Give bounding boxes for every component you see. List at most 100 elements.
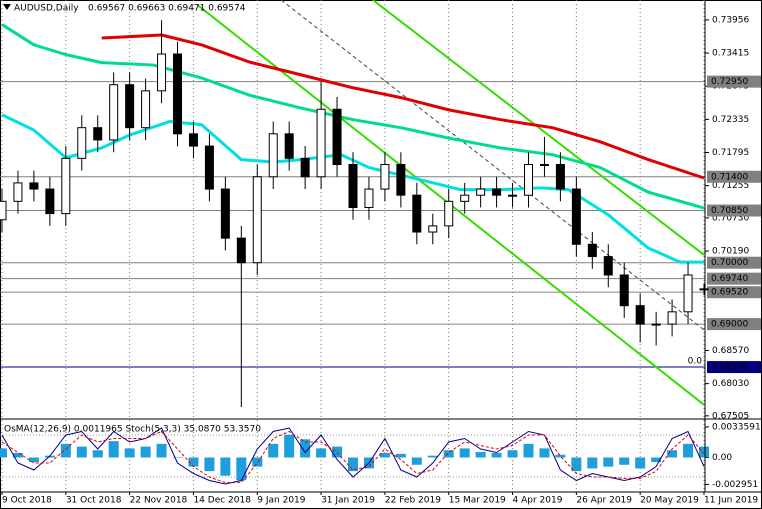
osma-bar <box>587 457 598 469</box>
osma-bar <box>555 454 566 458</box>
x-tick-label: 22 Nov 2018 <box>130 496 188 506</box>
candle-body <box>173 53 182 135</box>
candle-body <box>683 274 693 313</box>
osma-bar <box>0 448 7 458</box>
osma-bar <box>491 452 502 458</box>
candle-body <box>93 127 103 141</box>
x-tick-label: 14 Dec 2018 <box>193 496 251 506</box>
level-label-box <box>707 204 761 217</box>
candle-body <box>157 53 167 92</box>
candle-body <box>268 133 278 178</box>
candle-body <box>587 243 597 258</box>
candle-body <box>220 188 230 239</box>
osma-bar <box>316 448 327 458</box>
candle-body <box>444 200 454 227</box>
level-label: 0.70000 <box>711 258 748 268</box>
moving-average <box>101 33 705 180</box>
y-tick-label: 0.73956 <box>712 15 749 25</box>
candle-body <box>45 188 55 215</box>
osma-bar <box>683 443 694 458</box>
osma-bar <box>172 457 183 459</box>
level-label: 0.71400 <box>711 172 748 182</box>
y-tick-label: 0.67505 <box>712 411 749 421</box>
candle-body <box>619 274 629 307</box>
candle-body <box>236 237 246 264</box>
x-tick-label: 4 Apr 2019 <box>513 496 563 506</box>
y-tick-label: 0.72335 <box>712 115 749 125</box>
x-tick-label: 31 Jan 2019 <box>321 496 375 506</box>
y-tick-label: 0.68030 <box>712 379 749 389</box>
x-tick-label: 9 Jan 2019 <box>257 496 305 506</box>
osma-bar <box>124 448 135 458</box>
indicator-y-tick-label: 0.0033591 <box>712 422 761 432</box>
osma-bar <box>635 457 646 469</box>
candle-body <box>492 188 502 196</box>
candle-body <box>476 188 486 196</box>
osma-bar <box>699 446 709 458</box>
candle-body <box>508 194 518 197</box>
indicator-y-tick-label: 0.00 <box>712 453 732 463</box>
y-tick-label: 0.70190 <box>712 247 749 257</box>
x-tick-label: 11 Jun 2019 <box>704 496 758 506</box>
level-label-box <box>707 286 761 299</box>
candle-body <box>29 182 39 190</box>
chart-title: AUDUSD,Daily <box>14 4 79 14</box>
candle-body <box>0 200 7 221</box>
level-label-box <box>707 272 761 285</box>
x-tick-label: 26 Apr 2019 <box>576 496 632 506</box>
level-label-box <box>707 361 761 374</box>
osma-bar <box>523 443 534 458</box>
level-label-box <box>707 75 761 88</box>
osma-bar <box>92 450 103 458</box>
osma-bar <box>571 457 582 472</box>
osma-bar <box>619 457 630 465</box>
osma-bar <box>539 448 550 458</box>
moving-average <box>1 23 705 210</box>
symbol-icon <box>3 4 11 10</box>
x-tick-label: 31 Oct 2018 <box>66 496 122 506</box>
candle-body <box>77 127 87 159</box>
osma-bar <box>252 457 263 467</box>
candle-body <box>524 163 533 196</box>
osma-bar <box>268 443 279 458</box>
level-label-box <box>707 256 761 269</box>
osma-bar <box>443 450 454 458</box>
candle-body <box>316 108 326 178</box>
osma-bar <box>459 448 470 458</box>
osma-bar <box>411 457 422 465</box>
y-tick-label: 0.71255 <box>712 181 749 191</box>
osma-bar <box>236 457 247 481</box>
osma-bar <box>667 450 678 458</box>
osma-bar <box>332 446 343 458</box>
level-label-box <box>707 170 761 183</box>
candle-body <box>364 188 374 208</box>
candle-body <box>699 288 709 291</box>
candle-body <box>204 145 214 190</box>
osma-bar <box>651 457 662 463</box>
candle-body <box>571 188 581 245</box>
level-label: 0.72950 <box>711 77 748 87</box>
candle-body <box>396 163 406 196</box>
stoch-line <box>1 430 705 484</box>
candle-body <box>460 194 470 202</box>
ohlc-text: 0.69567 0.69663 0.69471 0.69574 <box>88 4 246 14</box>
trend-line <box>280 0 705 331</box>
osma-bar <box>108 441 119 458</box>
osma-bar <box>507 450 518 458</box>
x-tick-label: 9 Oct 2018 <box>2 496 52 506</box>
osma-bar <box>395 453 406 458</box>
level-label: 0.69520 <box>711 288 748 298</box>
osma-bar <box>348 457 358 472</box>
candle-body <box>13 182 23 202</box>
candle-body <box>252 176 262 264</box>
candle-body <box>109 84 119 141</box>
candle-body <box>539 163 549 166</box>
candle-body <box>284 133 294 159</box>
candle-body <box>412 194 422 233</box>
level-label: 0.69740 <box>711 274 748 284</box>
osma-bar <box>603 457 614 467</box>
level-label: 0.70850 <box>711 206 748 216</box>
candle-body <box>651 323 661 326</box>
